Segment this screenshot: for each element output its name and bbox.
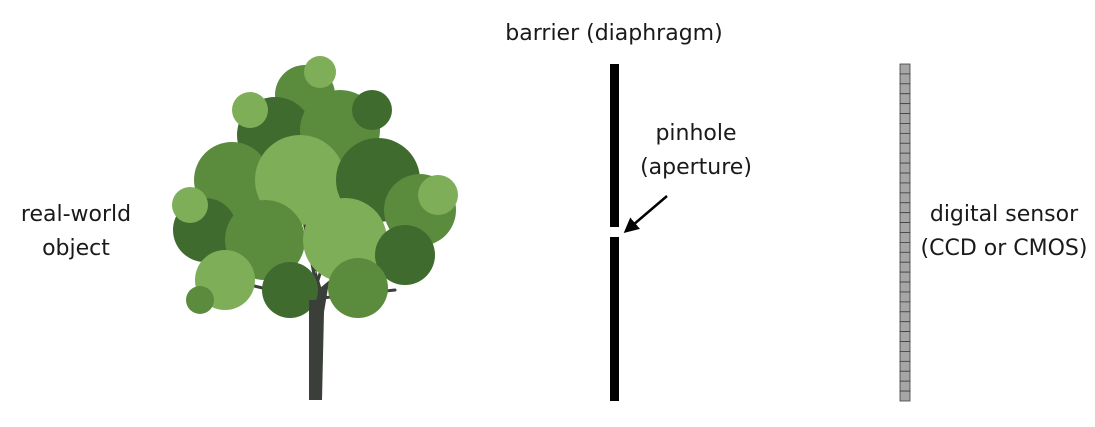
sensor-pixel bbox=[899, 83, 911, 95]
pinhole-label-line-2: (aperture) bbox=[640, 155, 752, 180]
sensor-pixel bbox=[899, 142, 911, 154]
sensor-pixel bbox=[899, 222, 911, 233]
arrow-icon bbox=[623, 195, 668, 233]
barrier-upper bbox=[610, 64, 619, 227]
sensor-pixel bbox=[899, 242, 911, 253]
sensor-pixel bbox=[899, 301, 911, 313]
barrier bbox=[610, 64, 619, 401]
sensor-label-line-1: digital sensor bbox=[929, 202, 1079, 227]
object-label: real-world object bbox=[12, 198, 140, 266]
sensor-pixel bbox=[899, 113, 911, 124]
sensor-pixel bbox=[899, 281, 911, 293]
sensor-pixel bbox=[899, 351, 911, 362]
sensor-pixel bbox=[899, 360, 911, 372]
tree-foliage bbox=[172, 56, 458, 318]
sensor-pixel bbox=[899, 341, 911, 352]
sensor-pixel bbox=[899, 311, 911, 323]
sensor-pixel bbox=[899, 232, 911, 243]
sensor-pixel bbox=[899, 321, 911, 333]
sensor-pixel bbox=[899, 202, 911, 214]
object-label-line-1: real-world bbox=[20, 202, 132, 227]
sensor-pixel bbox=[899, 162, 911, 174]
pinhole-label-line-1: pinhole bbox=[655, 121, 737, 146]
sensor-pixel bbox=[899, 103, 911, 114]
sensor-pixel bbox=[899, 261, 911, 273]
sensor-label-line-2: (CCD or CMOS) bbox=[920, 236, 1088, 261]
sensor-pixel bbox=[899, 152, 911, 164]
sensor-pixel bbox=[899, 73, 911, 85]
object-label-line-2: object bbox=[42, 236, 110, 261]
sensor-pixel bbox=[899, 212, 911, 223]
sensor-pixel bbox=[899, 380, 911, 392]
digital-sensor bbox=[899, 63, 911, 402]
sensor-pixel bbox=[899, 251, 911, 263]
sensor-pixel bbox=[899, 172, 911, 184]
tree-icon bbox=[172, 56, 458, 400]
sensor-pixel bbox=[899, 182, 911, 194]
sensor-pixel bbox=[899, 331, 911, 342]
sensor-pixel bbox=[899, 390, 911, 402]
sensor-label: digital sensor (CCD or CMOS) bbox=[914, 198, 1094, 266]
sensor-pixel bbox=[899, 192, 911, 204]
barrier-label: barrier (diaphragm) bbox=[505, 21, 723, 46]
sensor-pixel bbox=[899, 291, 911, 303]
sensor-pixel bbox=[899, 123, 911, 134]
sensor-pixel bbox=[899, 63, 911, 75]
sensor-pixel bbox=[899, 93, 911, 105]
pinhole-label: pinhole (aperture) bbox=[630, 117, 762, 185]
sensor-pixel bbox=[899, 370, 911, 382]
tree-trunk-lower bbox=[309, 300, 322, 400]
barrier-lower bbox=[610, 237, 619, 401]
sensor-pixel bbox=[899, 271, 911, 283]
sensor-pixel bbox=[899, 132, 911, 144]
